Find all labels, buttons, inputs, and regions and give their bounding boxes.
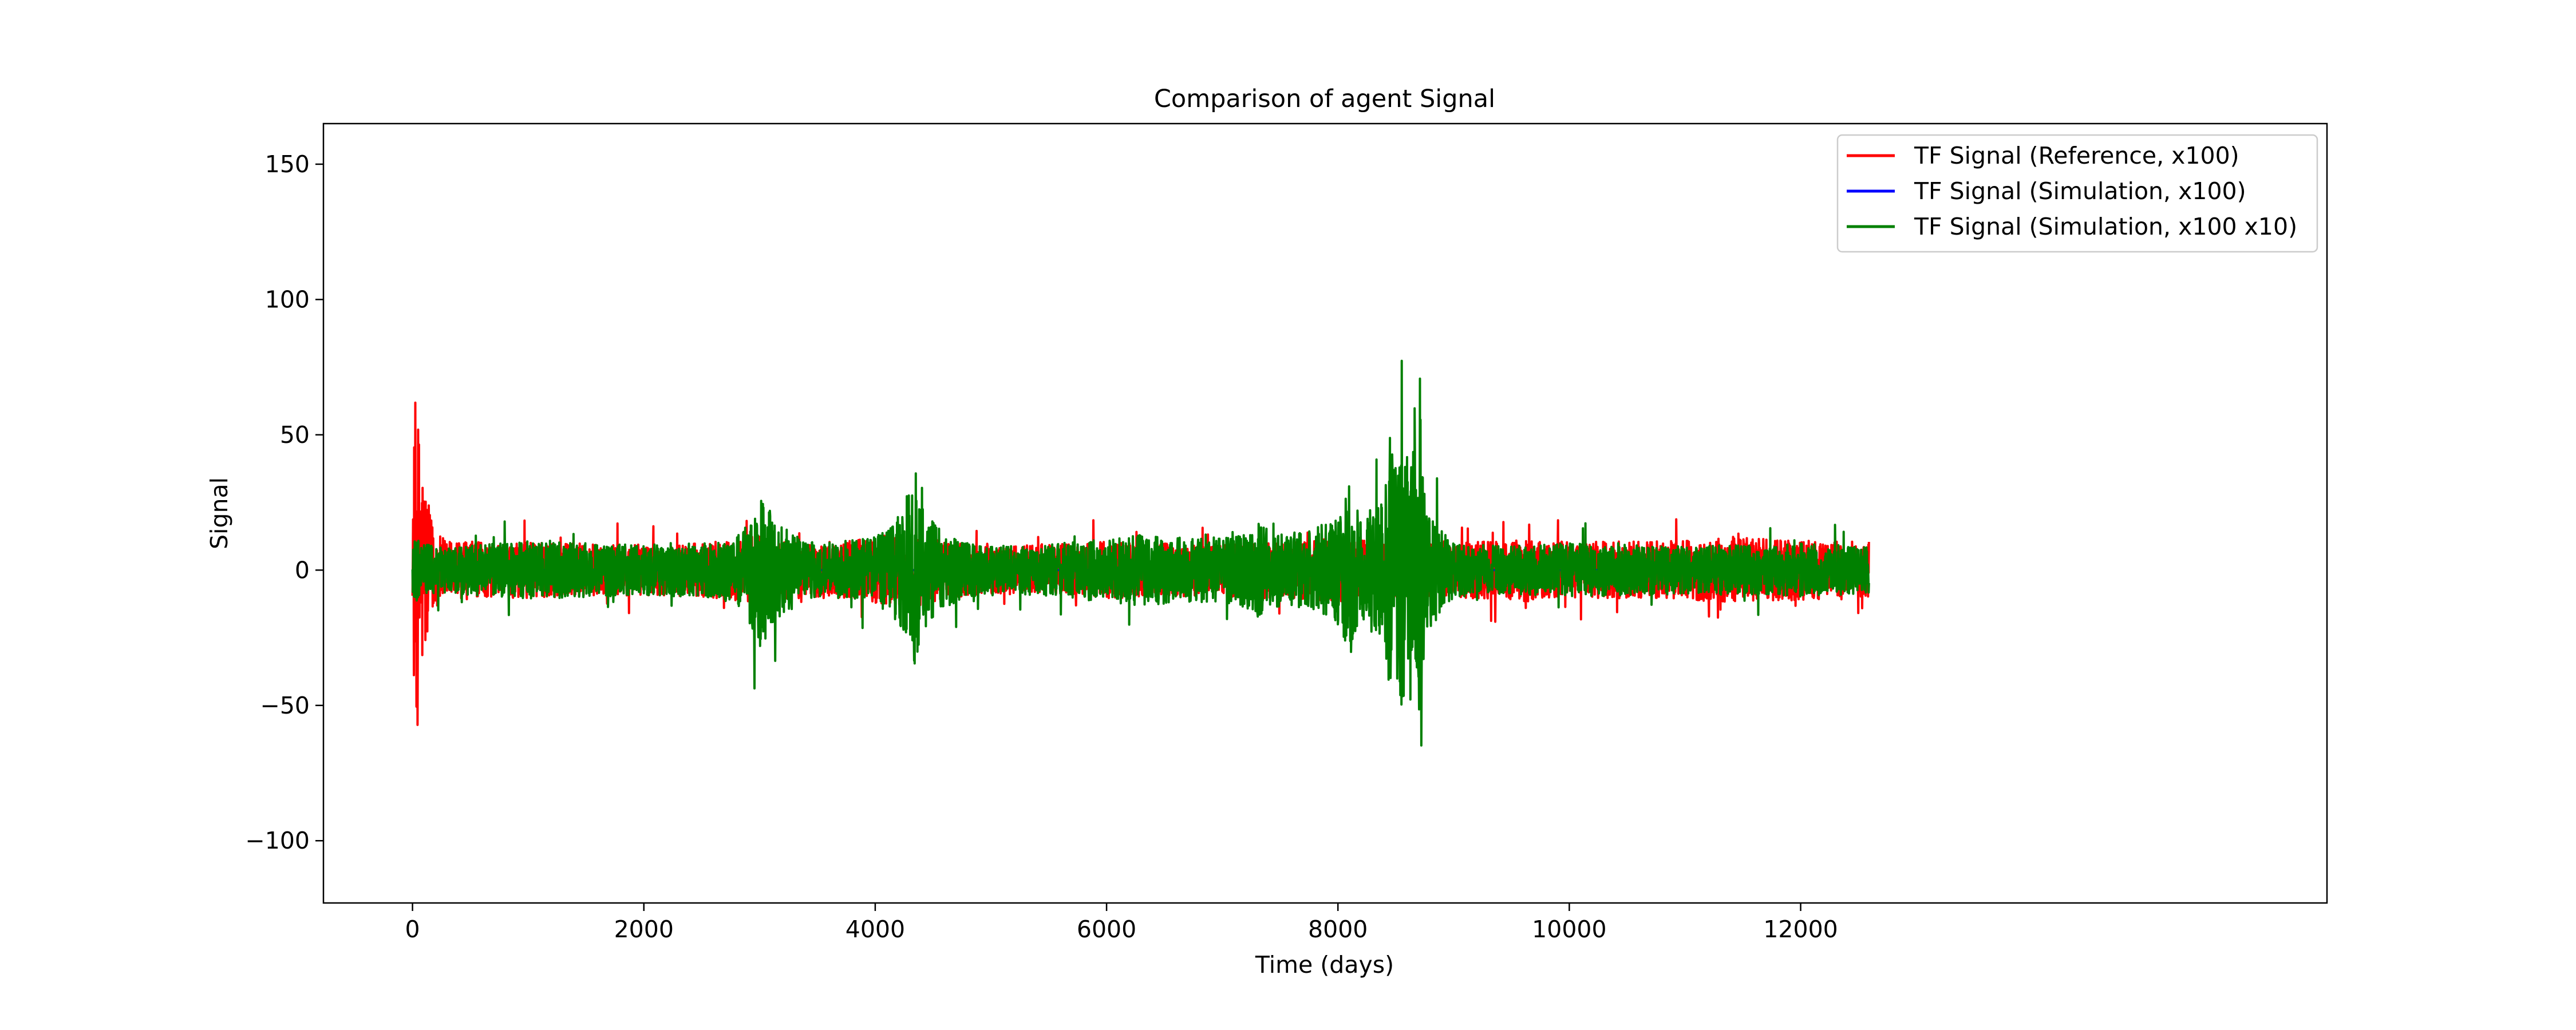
x-tick-label: 10000 (1532, 916, 1606, 943)
y-tick-label: 0 (295, 556, 310, 584)
plot-area (411, 359, 1870, 747)
series-layer (411, 359, 1870, 747)
legend: TF Signal (Reference, x100) TF Signal (Si… (1836, 134, 2318, 253)
legend-label: TF Signal (Reference, x100) (1914, 142, 2239, 169)
x-axis-label: Time (days) (1255, 951, 1394, 978)
chart-title: Comparison of agent Signal (1154, 85, 1495, 113)
x-tick-label: 4000 (846, 916, 905, 943)
y-tick-label: 100 (265, 286, 310, 313)
axes-frame (322, 122, 2328, 904)
y-tick-label: 150 (265, 150, 310, 178)
x-tick-label: 2000 (614, 916, 674, 943)
x-tick-label: 8000 (1308, 916, 1368, 943)
y-tick-label: −50 (260, 692, 310, 719)
legend-label: TF Signal (Simulation, x100 x10) (1914, 213, 2297, 240)
x-axis-ticks: 0 2000 4000 6000 8000 10000 12000 (405, 903, 1838, 943)
y-tick-label: 50 (280, 421, 310, 449)
legend-box (1836, 134, 2318, 253)
y-axis-label: Signal (206, 477, 233, 549)
x-tick-label: 0 (405, 916, 420, 943)
x-tick-label: 12000 (1763, 916, 1838, 943)
series-line-3 (411, 359, 1870, 747)
y-tick-label: −100 (245, 827, 310, 854)
x-tick-label: 6000 (1077, 916, 1136, 943)
y-axis-ticks: −100 −50 0 50 100 150 (245, 150, 323, 854)
legend-label: TF Signal (Simulation, x100) (1914, 177, 2246, 205)
